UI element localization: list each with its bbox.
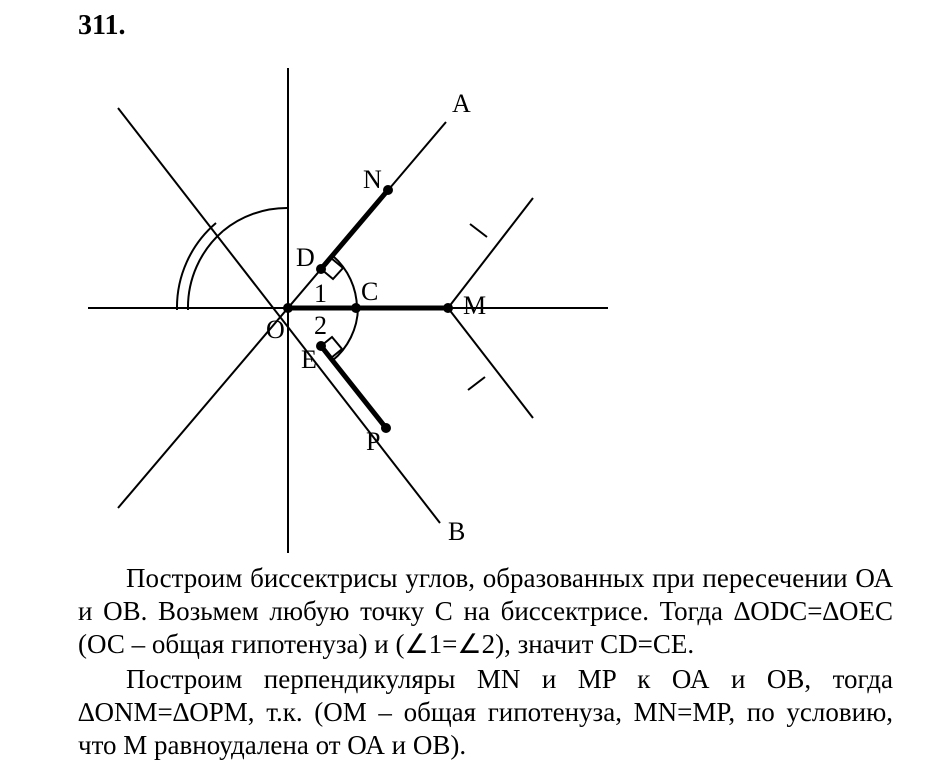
solution-paragraph-1: Построим биссектрисы углов, образованных… bbox=[78, 562, 893, 661]
label-n: N bbox=[363, 165, 382, 194]
tick-mark bbox=[468, 377, 485, 390]
label-c: C bbox=[361, 277, 378, 306]
label-e: E bbox=[301, 345, 317, 374]
point-n bbox=[383, 185, 393, 195]
tick-mark bbox=[470, 224, 487, 237]
point-d bbox=[316, 264, 326, 274]
solution-paragraph-2: Построим перпендикуляры MN и MP к ОА и О… bbox=[78, 663, 893, 762]
label-a: A bbox=[452, 89, 471, 118]
construction-line bbox=[448, 308, 533, 418]
label-b: B bbox=[448, 517, 465, 546]
angle-arc bbox=[188, 231, 223, 310]
angle-arc bbox=[223, 208, 288, 231]
label-1: 1 bbox=[314, 279, 327, 308]
geometry-figure: O C M D E N P A B 1 2 bbox=[68, 48, 628, 568]
point-o bbox=[283, 303, 293, 313]
point-m bbox=[443, 303, 453, 313]
point-p bbox=[381, 423, 391, 433]
label-o: O bbox=[266, 315, 285, 344]
label-2: 2 bbox=[314, 311, 327, 340]
problem-number: 311. bbox=[78, 10, 893, 42]
label-p: P bbox=[366, 427, 380, 456]
point-c bbox=[351, 303, 361, 313]
label-m: M bbox=[463, 291, 486, 320]
construction-line bbox=[448, 198, 533, 308]
point-e bbox=[316, 341, 326, 351]
label-d: D bbox=[296, 243, 315, 272]
solution-paragraph-3: Значит NOP=∠POM, ОМ – биссектриса ∠AOB. bbox=[78, 764, 893, 769]
solution-text: Построим биссектрисы углов, образованных… bbox=[78, 562, 893, 769]
